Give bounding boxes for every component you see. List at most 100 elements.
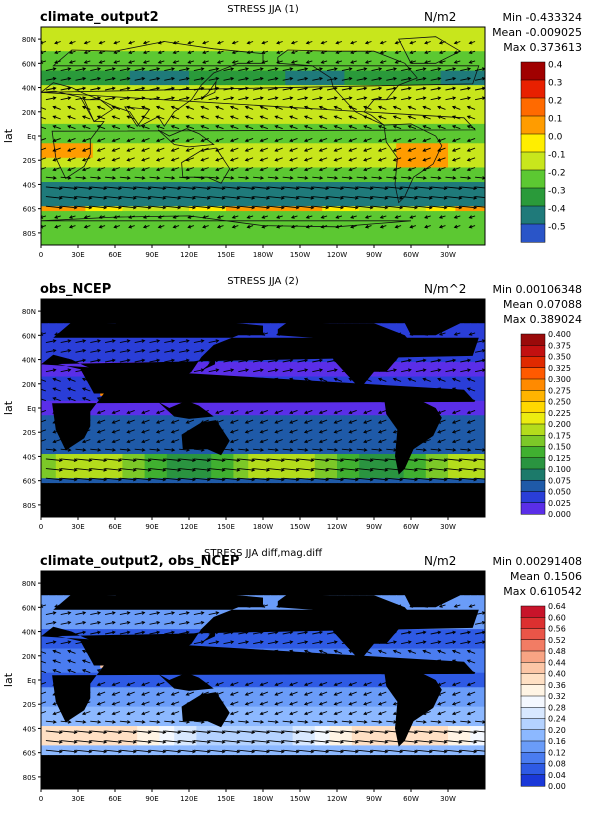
field-cell [367,163,375,168]
field-cell [448,27,456,32]
field-cell [93,182,101,187]
field-cell [152,100,160,105]
field-cell [396,372,404,377]
field-cell [85,143,93,148]
field-cell [293,119,301,124]
field-cell [204,304,212,309]
field-cell [78,27,86,32]
field-cell [300,42,308,47]
field-cell [463,221,471,226]
field-cell [285,211,293,216]
field-cell [145,153,153,158]
field-cell [152,46,160,51]
field-cell [359,32,367,37]
field-cell [478,27,486,32]
field-cell [71,134,79,139]
field-cell [226,71,234,76]
field-cell [463,163,471,168]
field-cell [330,372,338,377]
field-cell [241,153,249,158]
field-cell [478,134,486,139]
field-cell [448,143,456,148]
field-cell [478,362,486,367]
field-cell [374,192,382,197]
field-cell [389,27,397,32]
field-cell [389,32,397,37]
field-cell [63,100,71,105]
field-cell [270,318,278,323]
field-cell [63,182,71,187]
field-cell [41,158,49,163]
field-cell [293,167,301,172]
field-cell [241,362,249,367]
field-cell [63,230,71,235]
field-cell [63,304,71,309]
field-cell [48,201,56,206]
field-cell [167,182,175,187]
field-cell [241,46,249,51]
field-cell [367,235,375,240]
field-cell [115,235,123,240]
field-cell [337,318,345,323]
field-cell [56,148,64,153]
field-cell [455,138,463,143]
field-cell [115,148,123,153]
field-cell [470,119,478,124]
field-cell [263,148,271,153]
field-cell [278,230,286,235]
field-cell [307,235,315,240]
field-cell [122,201,130,206]
colorbar-label: 0.2 [548,97,562,107]
field-cell [307,299,315,304]
field-cell [285,90,293,95]
field-cell [307,372,315,377]
field-cell [174,352,182,357]
field-cell [152,192,160,197]
vector-head [488,197,491,200]
field-cell [56,235,64,240]
field-cell [219,299,227,304]
field-cell [100,352,108,357]
field-cell [152,27,160,32]
field-cell [396,32,404,37]
field-cell [219,138,227,143]
field-cell [159,343,167,348]
field-cell [63,299,71,304]
field-cell [344,182,352,187]
field-cell [463,299,471,304]
field-cell [330,129,338,134]
colorbar-label: -0.5 [548,223,566,233]
field-cell [56,381,64,386]
field-cell [93,299,101,304]
field-cell [478,56,486,61]
field-cell [48,235,56,240]
field-cell [100,230,108,235]
field-cell [233,32,241,37]
field-cell [426,163,434,168]
field-cell [137,32,145,37]
field-cell [241,119,249,124]
field-cell [219,309,227,314]
field-cell [145,32,153,37]
field-cell [293,158,301,163]
field-cell [344,71,352,76]
field-cell [115,80,123,85]
field-cell [233,299,241,304]
field-cell [93,352,101,357]
field-cell [233,71,241,76]
field-cell [352,230,360,235]
field-cell [300,362,308,367]
field-cell [285,299,293,304]
field-cell [93,37,101,42]
field-cell [93,172,101,177]
field-cell [418,235,426,240]
field-cell [367,304,375,309]
field-cell [63,109,71,114]
field-cell [293,230,301,235]
field-cell [463,90,471,95]
field-cell [248,318,256,323]
field-cell [204,71,212,76]
field-cell [307,304,315,309]
field-cell [263,153,271,158]
field-cell [241,309,249,314]
